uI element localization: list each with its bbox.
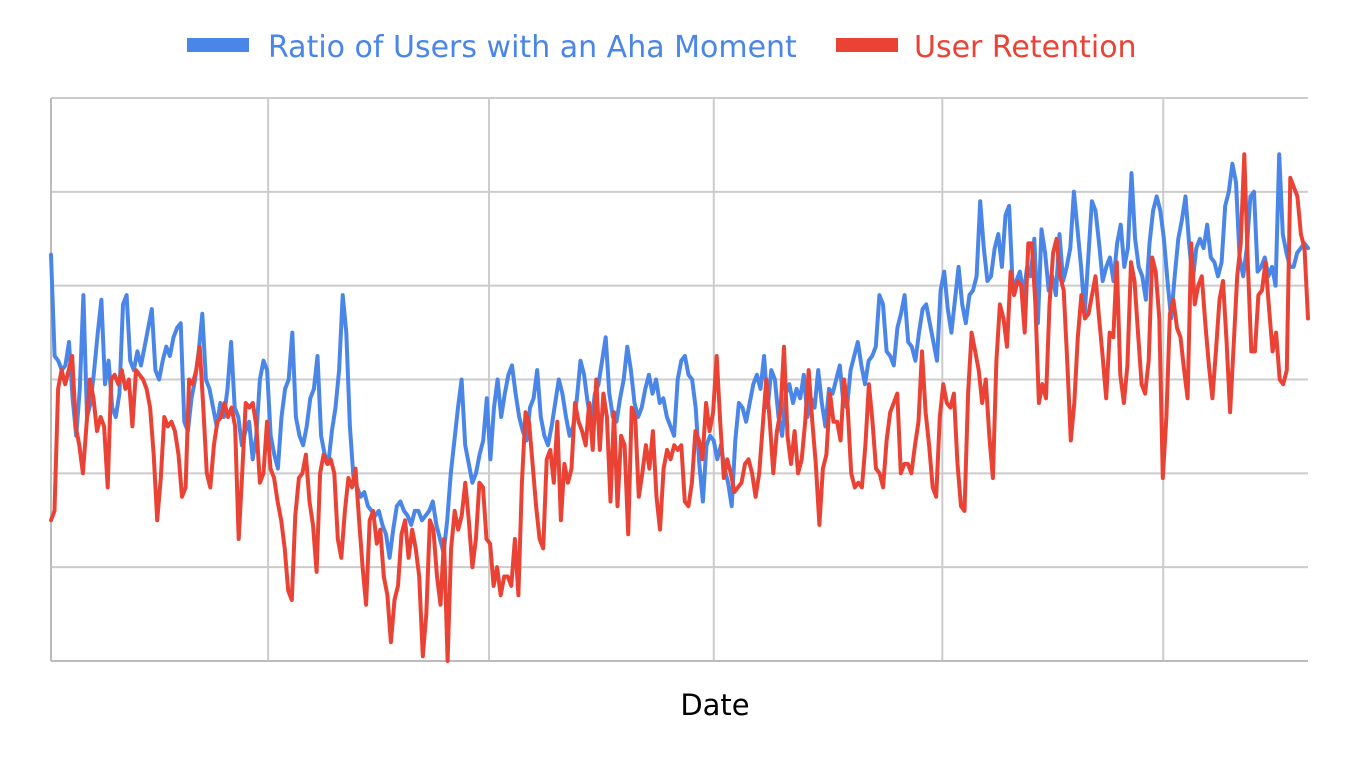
- series-line-user-retention: [49, 152, 1310, 663]
- series-lines: [49, 152, 1310, 663]
- series-line-aha-moment: [49, 152, 1310, 560]
- legend-label-retention: User Retention: [914, 30, 1137, 65]
- legend-label-aha: Ratio of Users with an Aha Moment: [268, 30, 797, 65]
- x-axis-title: Date: [680, 688, 749, 722]
- legend: Ratio of Users with an Aha Moment User R…: [187, 30, 1137, 65]
- legend-swatch-aha: [187, 38, 249, 52]
- legend-swatch-retention: [836, 38, 898, 52]
